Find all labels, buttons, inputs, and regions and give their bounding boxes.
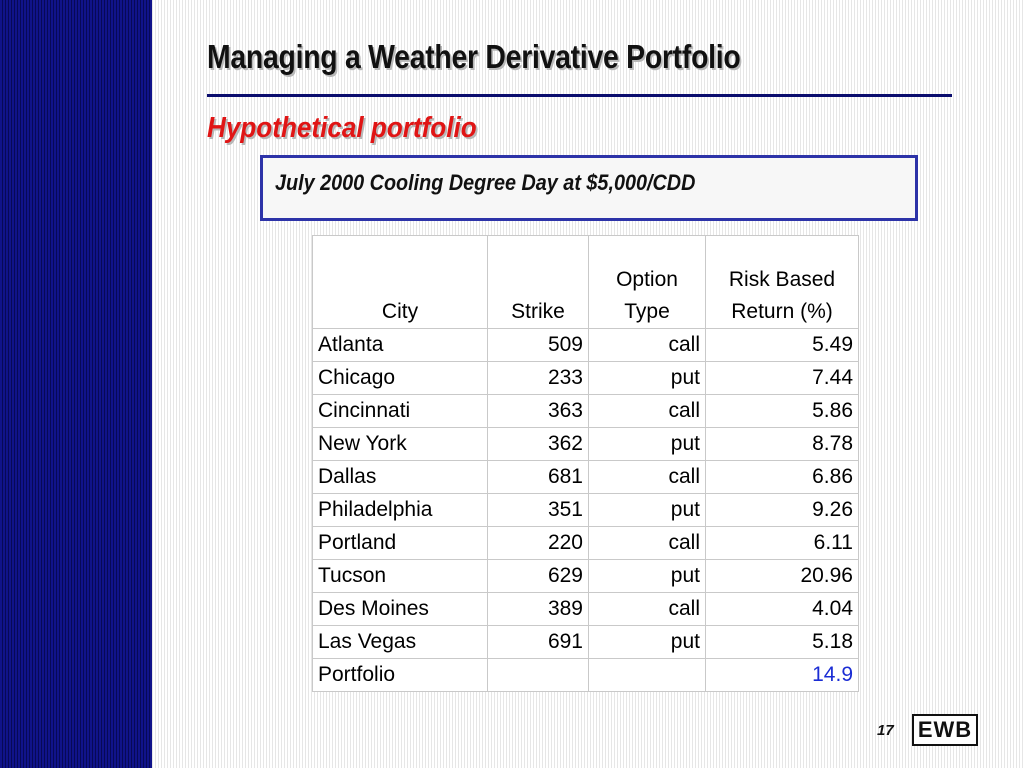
table-row: Atlanta 509 call 5.49	[312, 328, 859, 362]
cell-strike: 629	[487, 559, 589, 593]
cell-option-type: put	[588, 559, 706, 593]
cell-strike: 233	[487, 361, 589, 395]
cell-city: Dallas	[312, 460, 488, 494]
callout-box: July 2000 Cooling Degree Day at $5,000/C…	[260, 155, 918, 221]
header-option-type: Option Type	[588, 235, 706, 329]
header-risk-return: Risk Based Return (%)	[705, 235, 859, 329]
header-city-label: City	[381, 300, 419, 323]
cell-strike: 389	[487, 592, 589, 626]
table-row: Dallas 681 call 6.86	[312, 460, 859, 494]
cell-return: 5.86	[705, 394, 859, 428]
cell-return: 4.04	[705, 592, 859, 626]
cell-return: 9.26	[705, 493, 859, 527]
cell-return: 5.49	[705, 328, 859, 362]
table-header-row: City Strike Option Type Risk Based Return …	[312, 235, 859, 329]
header-strike: Strike	[487, 235, 589, 329]
sidebar-band	[0, 0, 152, 768]
cell-option-type: put	[588, 361, 706, 395]
title-divider	[207, 94, 952, 97]
table-row: Des Moines 389 call 4.04	[312, 592, 859, 626]
table-row: Tucson 629 put 20.96	[312, 559, 859, 593]
cell-city: Tucson	[312, 559, 488, 593]
cell-option-type	[588, 658, 706, 692]
cell-city: Las Vegas	[312, 625, 488, 659]
cell-city: Des Moines	[312, 592, 488, 626]
table-row: Philadelphia 351 put 9.26	[312, 493, 859, 527]
cell-strike: 363	[487, 394, 589, 428]
table-row: Cincinnati 363 call 5.86	[312, 394, 859, 428]
cell-return: 20.96	[705, 559, 859, 593]
cell-strike: 220	[487, 526, 589, 560]
table-row: Chicago 233 put 7.44	[312, 361, 859, 395]
cell-return: 8.78	[705, 427, 859, 461]
table-row: Las Vegas 691 put 5.18	[312, 625, 859, 659]
slide-title: Managing a Weather Derivative Portfolio	[207, 38, 741, 75]
cell-city: New York	[312, 427, 488, 461]
cell-city: Cincinnati	[312, 394, 488, 428]
table-row: New York 362 put 8.78	[312, 427, 859, 461]
header-option-type-line2: Type	[624, 300, 670, 323]
cell-city: Portland	[312, 526, 488, 560]
cell-strike: 351	[487, 493, 589, 527]
cell-city: Chicago	[312, 361, 488, 395]
table-row: Portland 220 call 6.11	[312, 526, 859, 560]
cell-return: 7.44	[705, 361, 859, 395]
page-number: 17	[877, 722, 894, 739]
cell-strike: 509	[487, 328, 589, 362]
cell-strike: 362	[487, 427, 589, 461]
cell-return-portfolio: 14.9	[705, 658, 859, 692]
cell-strike: 681	[487, 460, 589, 494]
cell-city: Philadelphia	[312, 493, 488, 527]
cell-option-type: call	[588, 526, 706, 560]
cell-option-type: call	[588, 592, 706, 626]
ewb-logo: EWB	[912, 714, 978, 746]
portfolio-table: City Strike Option Type Risk Based Return …	[312, 235, 859, 692]
cell-option-type: put	[588, 625, 706, 659]
header-city: City	[312, 235, 488, 329]
header-strike-label: Strike	[511, 300, 565, 323]
cell-option-type: call	[588, 460, 706, 494]
cell-city: Portfolio	[312, 658, 488, 692]
cell-strike: 691	[487, 625, 589, 659]
slide-subtitle: Hypothetical portfolio	[207, 112, 477, 144]
header-option-type-line1: Option	[616, 268, 678, 291]
cell-option-type: put	[588, 427, 706, 461]
header-risk-return-line2: Return (%)	[731, 300, 833, 323]
cell-return: 6.11	[705, 526, 859, 560]
cell-city: Atlanta	[312, 328, 488, 362]
cell-option-type: call	[588, 394, 706, 428]
cell-return: 6.86	[705, 460, 859, 494]
table-row-portfolio-total: Portfolio 14.9	[312, 658, 859, 692]
cell-strike	[487, 658, 589, 692]
cell-option-type: call	[588, 328, 706, 362]
callout-text: July 2000 Cooling Degree Day at $5,000/C…	[275, 170, 696, 195]
cell-return: 5.18	[705, 625, 859, 659]
header-risk-return-line1: Risk Based	[728, 268, 836, 291]
cell-option-type: put	[588, 493, 706, 527]
